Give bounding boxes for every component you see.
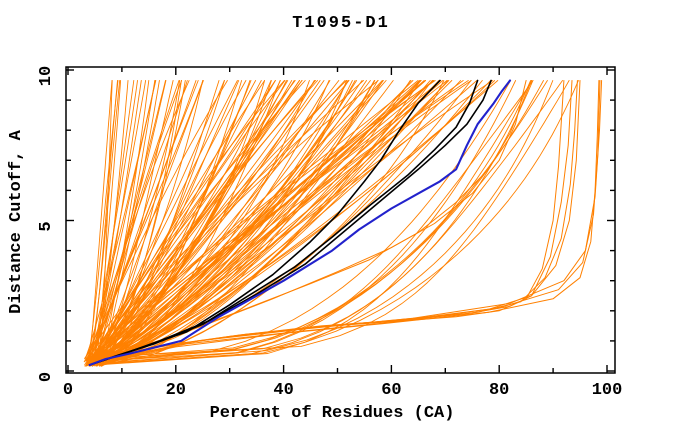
model-curve xyxy=(102,80,533,365)
model-curve xyxy=(88,80,356,364)
model-curve xyxy=(100,80,257,363)
model-curve xyxy=(91,80,156,359)
model-curve xyxy=(87,80,286,366)
model-curve xyxy=(84,80,188,359)
model-curve xyxy=(89,80,435,365)
model-curve xyxy=(100,80,225,367)
x-tick-label: 40 xyxy=(273,381,293,400)
model-curve xyxy=(90,80,419,364)
model-curve-outlier xyxy=(89,80,600,366)
best-model-curve xyxy=(88,79,512,367)
model-curve xyxy=(89,80,512,364)
model-curve xyxy=(85,80,156,359)
model-curve xyxy=(100,80,367,367)
model-curve xyxy=(84,80,228,360)
model-curve xyxy=(94,80,534,360)
x-axis-label: Percent of Residues (CA) xyxy=(210,404,455,423)
model-curve xyxy=(87,80,121,361)
model-curve xyxy=(102,80,379,359)
model-curve xyxy=(86,80,363,367)
model-curve xyxy=(94,80,303,364)
model-curve xyxy=(90,80,204,367)
model-curve xyxy=(85,80,358,367)
axis-tick-labels: 0 20 40 60 80 100 0 5 10 xyxy=(37,66,622,400)
model-curve xyxy=(84,80,364,362)
model-curve xyxy=(101,80,453,364)
highlight-model-curve xyxy=(88,79,479,366)
model-curve xyxy=(93,80,554,362)
model-curve xyxy=(91,80,422,361)
y-axis-label: Distance Cutoff, A xyxy=(7,129,26,313)
model-curve xyxy=(84,80,330,367)
model-curve xyxy=(95,80,183,364)
model-curve xyxy=(96,80,266,359)
model-curve xyxy=(101,80,579,365)
model-curve xyxy=(99,80,449,363)
model-curve xyxy=(101,80,150,359)
plot-title: T1095-D1 xyxy=(292,14,390,33)
model-curve xyxy=(83,80,167,363)
y-tick-label: 10 xyxy=(37,66,56,86)
model-curve xyxy=(91,80,532,363)
model-curve xyxy=(102,80,375,359)
model-curve xyxy=(88,80,440,360)
model-curves-layer xyxy=(83,79,603,367)
model-curve xyxy=(90,80,285,362)
model-curve xyxy=(89,80,316,361)
model-curve xyxy=(97,80,113,366)
model-curve xyxy=(91,80,383,367)
x-tick-label: 0 xyxy=(63,381,73,400)
model-curve xyxy=(97,80,421,366)
model-curve xyxy=(93,80,138,361)
model-curve xyxy=(93,80,436,359)
model-curve xyxy=(93,80,340,367)
model-curve xyxy=(101,80,548,361)
model-curve xyxy=(88,80,113,365)
x-tick-label: 60 xyxy=(381,381,401,400)
model-curve xyxy=(89,80,276,365)
model-curve xyxy=(84,80,142,366)
model-curve xyxy=(88,80,379,367)
model-curve xyxy=(97,80,272,361)
x-tick-label: 80 xyxy=(489,381,509,400)
highlight-model-curve xyxy=(88,79,492,366)
model-curve xyxy=(90,80,544,360)
x-tick-label: 20 xyxy=(166,381,186,400)
model-curve-outlier xyxy=(94,80,603,363)
model-curve xyxy=(99,80,570,358)
model-curve xyxy=(102,80,310,360)
model-curve xyxy=(98,80,276,360)
model-curve xyxy=(102,80,160,361)
model-curve-outlier xyxy=(90,80,578,365)
model-curve xyxy=(92,80,534,365)
model-curve xyxy=(84,80,306,359)
x-tick-label: 100 xyxy=(592,381,623,400)
model-curve xyxy=(90,80,349,363)
axis-ticks xyxy=(66,67,615,373)
model-curve xyxy=(94,80,433,363)
model-curve xyxy=(95,80,434,359)
model-curve xyxy=(96,80,252,365)
model-curve xyxy=(96,80,122,367)
y-tick-label: 5 xyxy=(37,221,56,231)
y-tick-label: 0 xyxy=(37,372,56,382)
model-curve xyxy=(92,80,251,363)
model-curve xyxy=(86,80,296,364)
